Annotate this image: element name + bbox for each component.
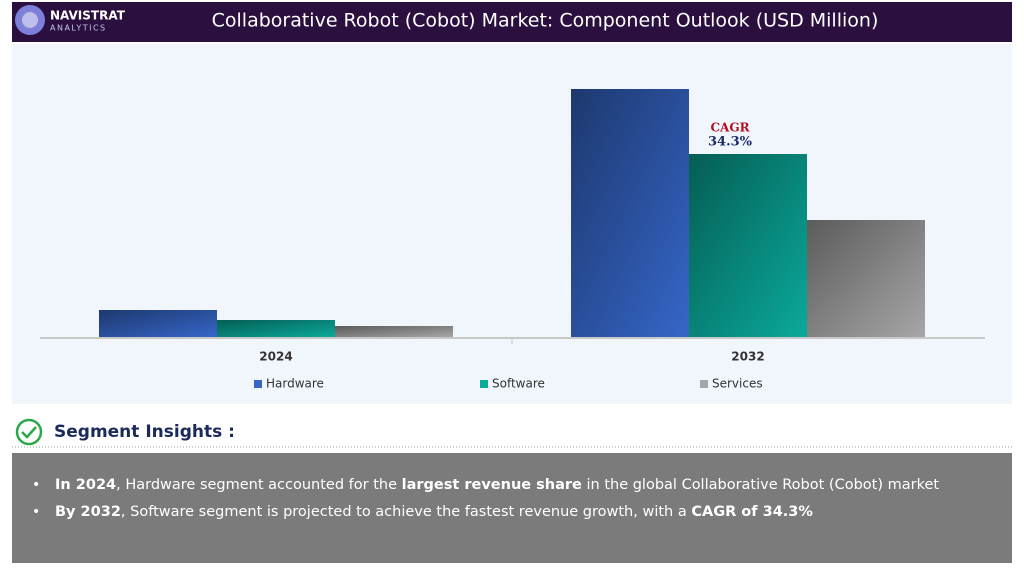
check-icon [15, 418, 43, 446]
insight-run: In 2024 [55, 477, 116, 493]
bar-shade [217, 320, 335, 337]
insight-run: , Hardware segment accounted for the [116, 477, 402, 493]
insight-run: By 2032 [55, 504, 121, 520]
legend-label: Hardware [266, 377, 324, 391]
brand-sub: ANALYTICS [50, 24, 107, 33]
insights-title: Segment Insights : [54, 422, 235, 442]
insight-run: CAGR of 34.3% [691, 504, 813, 520]
bar-shade [807, 220, 925, 337]
legend-swatch [700, 380, 708, 388]
legend-label: Services [712, 377, 763, 391]
legend-swatch [480, 380, 488, 388]
bullet-dot: • [32, 504, 40, 520]
insight-text: By 2032, Software segment is projected t… [55, 504, 813, 520]
logo-icon-inner [22, 12, 38, 28]
x-tick-label: 2032 [731, 350, 764, 364]
check-mark [21, 426, 37, 439]
brand: NAVISTRAT [50, 9, 126, 23]
bar-shade [689, 154, 807, 337]
legend-label: Software [492, 377, 545, 391]
insight-run: in the global Collaborative Robot (Cobot… [582, 477, 939, 493]
insight-run: largest revenue share [402, 477, 582, 493]
bar-shade [335, 326, 453, 337]
header-bar [12, 2, 1012, 42]
insight-text: In 2024, Hardware segment accounted for … [55, 477, 939, 493]
chart-title: Collaborative Robot (Cobot) Market: Comp… [212, 10, 879, 32]
legend-swatch [254, 380, 262, 388]
annotation-label: CAGR [710, 121, 750, 135]
bullet-dot: • [32, 477, 40, 493]
insights-box [12, 453, 1012, 563]
bar-shade [571, 89, 689, 337]
bar-shade [99, 310, 217, 337]
x-tick-label: 2024 [259, 350, 292, 364]
insight-run: , Software segment is projected to achie… [121, 504, 691, 520]
annotation-value: 34.3% [708, 135, 753, 150]
